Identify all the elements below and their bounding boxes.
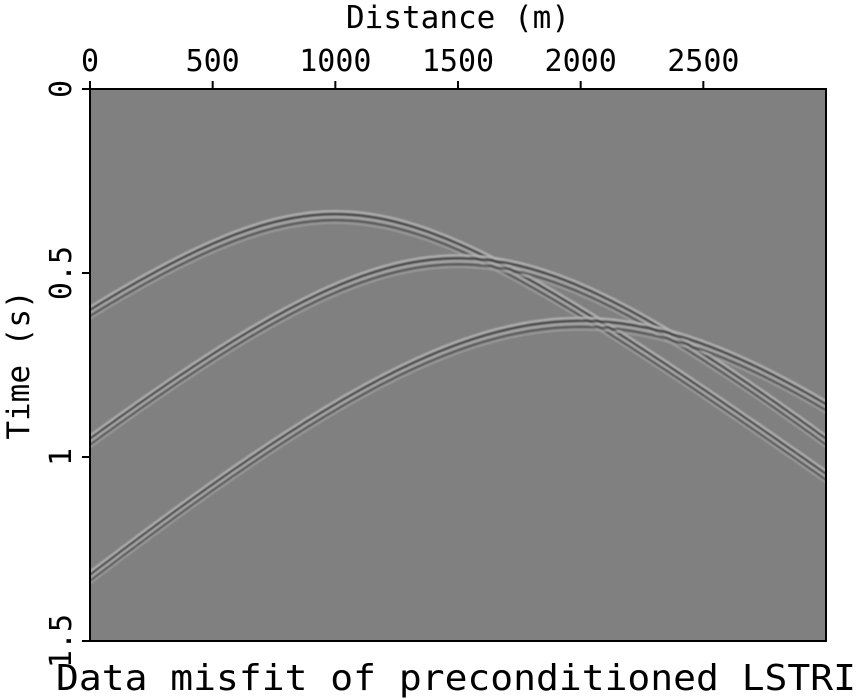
event-1-wavelet <box>90 212 826 475</box>
x-tick-label: 1000 <box>299 44 371 79</box>
x-tick-label: 0 <box>81 44 99 79</box>
x-ticks: 0 500 1000 1500 2000 2500 <box>81 44 739 89</box>
x-axis-label: Distance (m) <box>346 0 570 36</box>
y-ticks: 0 0.5 1 1.5 <box>44 80 90 668</box>
x-tick-label: 2000 <box>545 44 617 79</box>
event-2-wavelet <box>90 263 826 446</box>
plot-area <box>90 89 826 641</box>
y-tick-label: 1 <box>44 448 79 466</box>
event-1-wavelet <box>90 216 826 478</box>
x-tick-label: 500 <box>186 44 240 79</box>
event-1-wavelet <box>90 222 826 484</box>
y-tick-label: 0 <box>44 80 79 98</box>
x-tick-label: 1500 <box>422 44 494 79</box>
y-tick-label: 1.5 <box>44 614 79 668</box>
y-axis-label: Time (s) <box>1 290 37 439</box>
y-tick-label: 0.5 <box>44 246 79 300</box>
event-1-wavelet <box>90 219 826 481</box>
event-3-wavelet <box>90 322 826 579</box>
event-1-wavelet <box>90 210 826 472</box>
event-3-wavelet <box>90 329 826 585</box>
figure-title: Data misfit of preconditioned LSTRI <box>56 658 856 699</box>
event-3-wavelet <box>90 325 826 582</box>
seismic-events <box>90 210 826 585</box>
event-3-wavelet <box>90 316 826 573</box>
event-2-wavelet <box>90 266 826 449</box>
event-2-wavelet <box>90 257 826 440</box>
event-3-wavelet <box>90 319 826 576</box>
x-tick-label: 2500 <box>667 44 739 79</box>
event-2-wavelet <box>90 260 826 443</box>
